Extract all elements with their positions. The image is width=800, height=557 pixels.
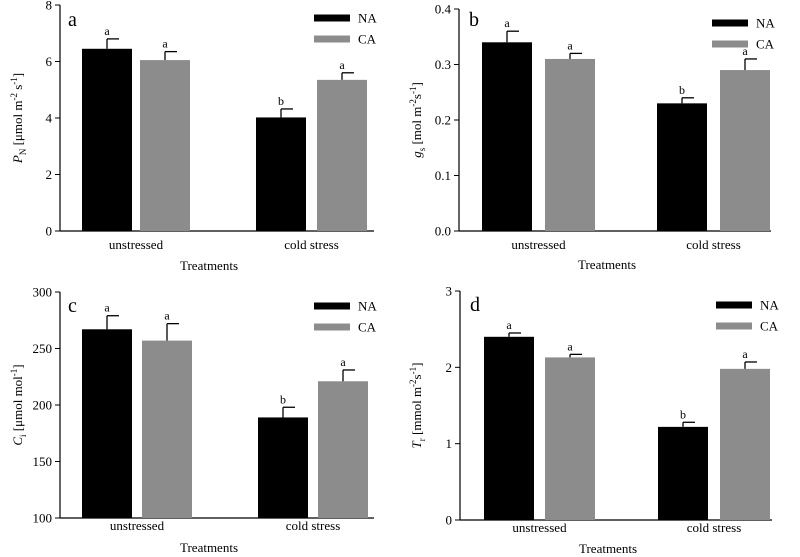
y-tick-label: 8 [46, 0, 53, 13]
panel-label: d [470, 294, 480, 316]
y-tick-label: 0.4 [435, 2, 452, 17]
legend-label-na: NA [358, 11, 377, 26]
y-tick-label: 0.1 [435, 168, 451, 183]
legend-label-ca: CA [756, 37, 775, 52]
y-tick-label: 100 [33, 511, 53, 526]
legend-swatch-ca [314, 323, 350, 331]
legend-swatch-na [712, 19, 748, 27]
bar-na-unstressed [484, 336, 534, 520]
y-tick-label: 150 [33, 454, 53, 469]
bar-ca-unstressed [545, 357, 595, 520]
significance-letter: a [162, 37, 168, 51]
x-axis-title: Treatments [579, 541, 637, 556]
bar-ca-unstressed [140, 60, 190, 232]
significance-letter: a [339, 58, 345, 72]
significance-letter: a [742, 44, 748, 58]
bar-na-cold-stress [258, 417, 308, 518]
panel-label: b [469, 9, 479, 31]
y-axis-title: gs [mol m-2s-1] [408, 82, 427, 158]
bar-ca-unstressed [142, 340, 192, 518]
significance-letter: a [340, 355, 346, 369]
legend-swatch-ca [712, 40, 748, 48]
chart-panel-c: 100 150 200 250 300 a a unstressed b a cold stress… [9, 285, 377, 556]
legend-label-ca: CA [760, 319, 779, 334]
legend-swatch-ca [716, 322, 752, 330]
bar-na-cold-stress [658, 426, 708, 520]
significance-letter: a [504, 16, 510, 30]
legend-swatch-na [314, 14, 350, 22]
x-tick-label: cold stress [286, 518, 341, 533]
bar-na-unstressed [482, 42, 532, 231]
y-axis-title: Ci [μmol mol-1] [9, 364, 28, 445]
y-tick-label: 250 [33, 341, 53, 356]
legend-label-na: NA [760, 298, 779, 313]
y-tick-label: 2 [46, 167, 53, 182]
bar-ca-cold-stress [318, 381, 368, 518]
x-tick-label: unstressed [110, 518, 165, 533]
y-tick-label: 0.2 [435, 113, 451, 128]
legend-swatch-ca [314, 35, 350, 43]
y-tick-label: 1 [446, 436, 453, 451]
legend-label-na: NA [358, 299, 377, 314]
bar-ca-cold-stress [720, 368, 770, 520]
y-tick-label: 0.3 [435, 57, 451, 72]
significance-letter: a [567, 38, 573, 52]
significance-letter: a [164, 309, 170, 323]
x-axis-title: Treatments [578, 257, 636, 272]
chart-panel-b: 0.0 0.1 0.2 0.3 0.4 a a unstressed b a cold stress… [408, 2, 775, 273]
y-tick-label: 6 [46, 54, 53, 69]
bar-na-cold-stress [657, 103, 707, 231]
y-tick-label: 4 [46, 111, 53, 126]
bar-na-cold-stress [256, 117, 306, 231]
significance-letter: b [680, 407, 686, 421]
significance-letter: a [104, 301, 110, 315]
significance-letter: b [278, 94, 284, 108]
panel-label: c [68, 295, 77, 317]
bar-na-unstressed [82, 48, 132, 231]
legend-swatch-na [716, 301, 752, 309]
significance-letter: b [280, 392, 286, 406]
legend-label-ca: CA [358, 32, 377, 47]
significance-letter: a [567, 339, 573, 353]
chart-panel-a: 0 2 4 6 8 a a unstressed b a cold stress Treatments… [9, 0, 377, 273]
panel-label: a [68, 9, 77, 31]
bar-na-unstressed [82, 329, 132, 518]
legend-label-na: NA [756, 16, 775, 31]
chart-panel-d: 0 1 2 3 a a unstressed b a cold stress Treatments T… [408, 284, 779, 557]
x-tick-label: cold stress [686, 237, 741, 252]
y-tick-label: 0 [446, 513, 453, 528]
significance-letter: a [742, 347, 748, 361]
x-tick-label: unstressed [512, 520, 567, 535]
y-tick-label: 2 [446, 360, 453, 375]
significance-letter: a [104, 24, 110, 38]
bar-ca-cold-stress [720, 70, 770, 231]
significance-letter: a [506, 318, 512, 332]
y-axis-title: Tr [mmol m-2s-1] [408, 363, 427, 449]
y-tick-label: 300 [33, 285, 53, 300]
y-tick-label: 3 [446, 284, 453, 299]
x-axis-title: Treatments [180, 540, 238, 555]
legend-swatch-na [314, 302, 350, 310]
y-tick-label: 0 [46, 224, 53, 239]
bar-ca-cold-stress [317, 79, 367, 231]
legend-label-ca: CA [358, 320, 377, 335]
bar-ca-unstressed [545, 58, 595, 232]
significance-letter: b [679, 83, 685, 97]
x-tick-label: cold stress [687, 520, 742, 535]
x-tick-label: cold stress [284, 237, 339, 252]
y-axis-title: PN [μmol m-2 s-1] [9, 73, 28, 164]
y-tick-label: 200 [33, 398, 53, 413]
x-tick-label: unstressed [511, 237, 566, 252]
y-tick-label: 0.0 [435, 224, 451, 239]
x-tick-label: unstressed [109, 237, 164, 252]
x-axis-title: Treatments [180, 258, 238, 273]
